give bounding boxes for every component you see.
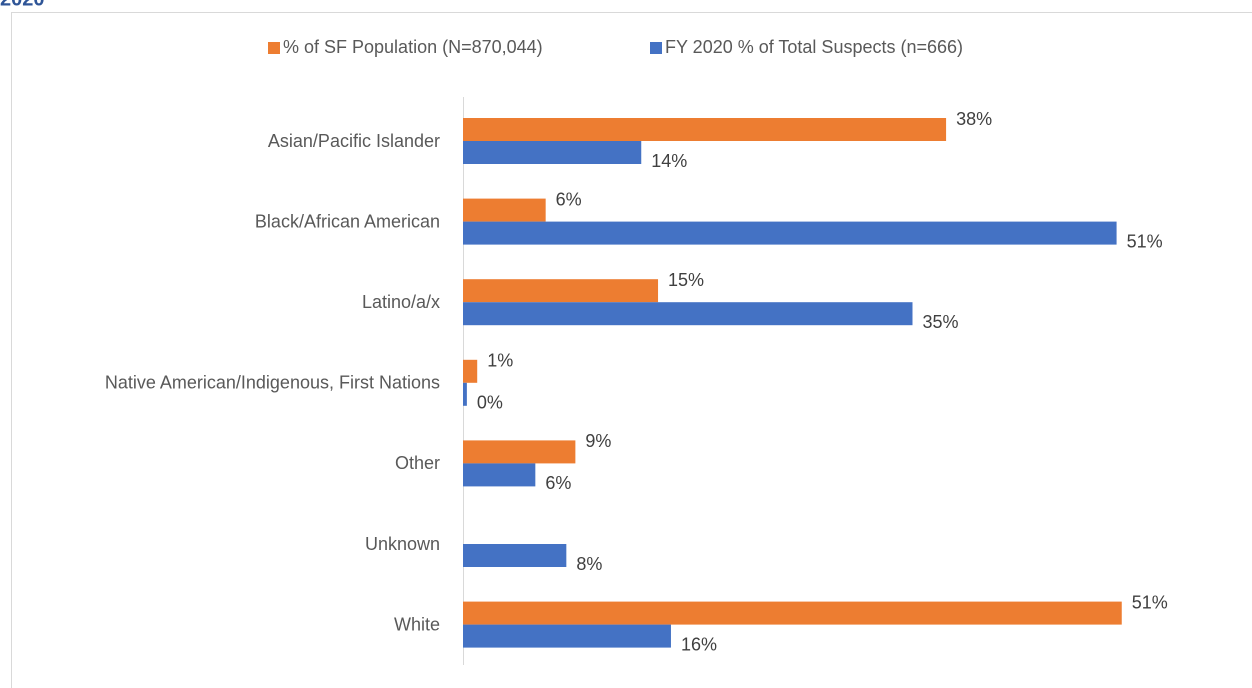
value-label: 1% [487,351,513,371]
bar [463,279,659,303]
bar [463,302,913,326]
value-label: 6% [556,189,582,209]
bar [463,359,478,383]
category-label: Asian/Pacific Islander [268,131,440,151]
value-label: 14% [651,151,687,171]
bar [463,463,536,487]
bar [463,440,576,464]
value-label: 8% [576,554,602,574]
bar [463,221,1117,245]
category-label: Latino/a/x [362,292,440,312]
value-label: 9% [585,431,611,451]
legend-swatch [268,42,280,54]
legend-label: % of SF Population (N=870,044) [283,37,543,57]
category-label: White [394,614,440,634]
value-label: 6% [545,473,571,493]
legend-label: FY 2020 % of Total Suspects (n=666) [665,37,963,57]
value-label: 0% [477,393,503,413]
category-label: Native American/Indigenous, First Nation… [105,373,440,393]
value-label: 38% [956,109,992,129]
heading: 2020 [0,0,45,10]
value-label: 51% [1132,592,1168,612]
category-label: Unknown [365,534,440,554]
legend-swatch [650,42,662,54]
value-label: 15% [668,270,704,290]
bar [463,624,671,648]
bar [463,118,947,141]
bar [463,601,1122,625]
category-label: Black/African American [255,211,440,231]
value-label: 16% [681,634,717,654]
bar [463,198,546,222]
bar [463,544,567,567]
value-label: 51% [1127,231,1163,251]
category-label: Other [395,453,440,473]
value-label: 35% [923,312,959,332]
bar [463,382,467,406]
bar [463,141,642,164]
